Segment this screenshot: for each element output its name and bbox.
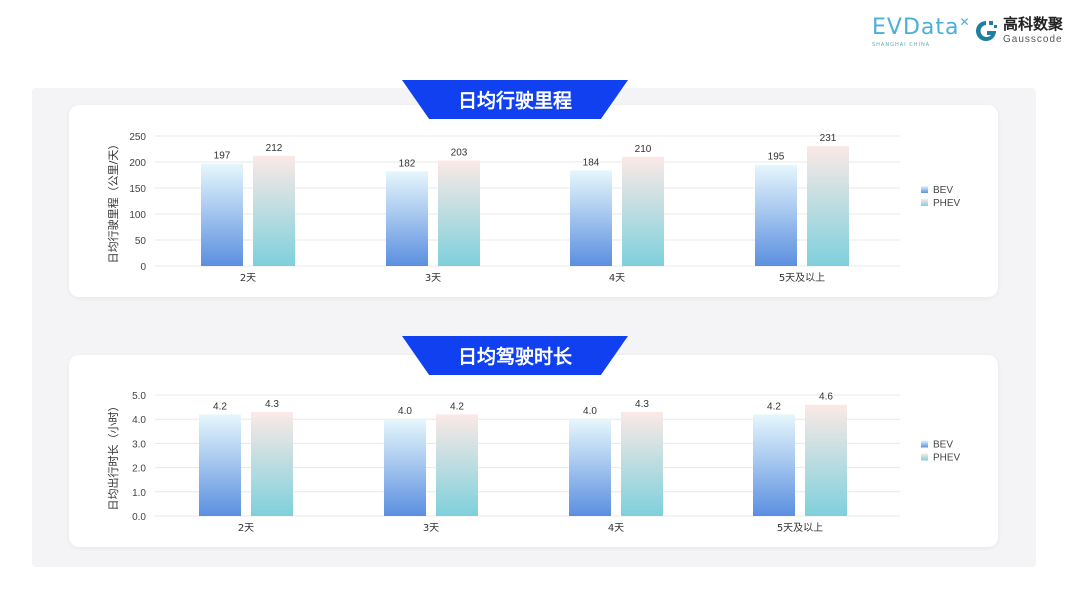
y-tick-label: 100 [129,210,146,221]
data-label: 203 [451,147,468,158]
x-tick-label: 3天 [423,523,439,534]
bar-phev [436,414,478,516]
legend-swatch-phev [921,453,928,461]
bar-phev [807,145,849,266]
data-label: 195 [768,152,785,163]
bar-phev [622,156,664,266]
x-tick-label: 2天 [240,273,256,284]
bar-phev [621,411,663,516]
legend-swatch-bev [921,186,928,193]
y-tick-label: 50 [135,236,147,247]
y-tick-label: 1.0 [132,488,146,499]
gausscode-logo: 高科数聚 Gausscode [973,16,1063,46]
bar-bev [384,419,426,516]
legend-swatch-phev [921,199,928,206]
x-tick-label: 4天 [609,273,625,284]
evdata-x-icon: ✕ [959,15,971,29]
data-label: 4.2 [213,401,227,412]
data-label: 4.2 [450,401,464,412]
data-label: 184 [583,157,600,168]
y-tick-label: 4.0 [132,415,146,426]
data-label: 4.6 [819,392,833,403]
bar-bev [199,414,241,516]
data-label: 182 [399,158,416,169]
bar-bev [753,414,795,516]
chart-title-duration: 日均驾驶时长 [402,336,628,375]
y-tick-label: 250 [129,132,146,143]
x-tick-label: 2天 [238,523,254,534]
data-label: 4.3 [265,399,279,410]
evdata-subtitle: SHANGHAI CHINA [872,42,931,48]
legend-label: BEV [933,185,953,196]
evdata-wordmark: EVData✕ [872,15,971,40]
gausscode-cn: 高科数聚 [1003,15,1064,33]
y-axis-label: 日均行驶里程（公里/天） [106,139,120,264]
x-tick-label: 5天及以上 [779,272,825,284]
bar-bev [386,171,428,266]
y-tick-label: 5.0 [132,391,146,402]
bar-bev [569,419,611,516]
legend-label: BEV [933,440,953,451]
x-tick-label: 4天 [608,523,624,534]
y-tick-label: 150 [129,184,146,195]
y-tick-label: 3.0 [132,439,146,450]
bar-bev [755,164,797,266]
x-tick-label: 5天及以上 [777,522,823,534]
gausscode-mark-icon [976,21,997,41]
legend-label: PHEV [933,453,961,464]
legend-label: PHEV [933,198,961,209]
y-tick-label: 0 [140,262,146,273]
data-label: 4.0 [583,406,597,417]
data-label: 212 [266,143,283,154]
data-label: 197 [214,151,231,162]
y-tick-label: 200 [129,158,146,169]
x-tick-label: 3天 [425,273,441,284]
y-tick-label: 0.0 [132,512,146,523]
evdata-logo: EVData✕ SHANGHAI CHINA [872,15,971,49]
bar-phev [805,404,847,516]
bar-bev [570,170,612,266]
bar-phev [438,160,480,266]
data-label: 210 [635,144,652,155]
gausscode-en: Gausscode [1003,34,1063,45]
bar-bev [201,163,243,266]
chart-title-mileage: 日均行驶里程 [402,80,628,119]
y-tick-label: 2.0 [132,464,146,475]
data-label: 4.0 [398,406,412,417]
legend-swatch-bev [921,440,928,448]
y-axis-label: 日均出行时长（小时） [106,401,120,511]
data-label: 4.2 [767,401,781,412]
bar-phev [253,155,295,266]
data-label: 4.3 [635,399,649,410]
data-label: 231 [820,133,837,144]
bar-phev [251,411,293,516]
